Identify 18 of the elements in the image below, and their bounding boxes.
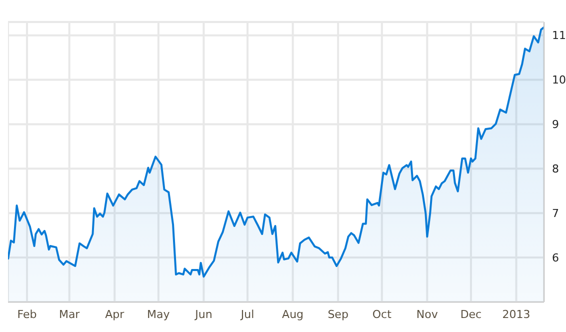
- x-tick-label: 2013: [502, 308, 530, 321]
- x-tick-label: Dec: [460, 308, 482, 321]
- y-tick-label: 6: [552, 251, 559, 264]
- y-tick-label: 10: [552, 74, 566, 87]
- x-tick-label: Feb: [17, 308, 37, 321]
- x-tick-label: Jul: [240, 308, 254, 321]
- x-tick-label: Mar: [58, 308, 80, 321]
- y-tick-label: 9: [552, 118, 559, 132]
- x-tick-label: Sep: [328, 308, 348, 321]
- x-tick-label: Oct: [372, 308, 392, 321]
- x-tick-label: Aug: [282, 308, 304, 321]
- x-tick-label: Apr: [105, 308, 125, 321]
- x-tick-label: May: [147, 308, 170, 321]
- y-tick-label: 11: [552, 29, 566, 42]
- y-tick-label: 7: [552, 207, 559, 220]
- y-tick-label: 8: [552, 162, 559, 176]
- x-tick-label: Nov: [416, 308, 438, 321]
- x-tick-label: Jun: [194, 308, 212, 321]
